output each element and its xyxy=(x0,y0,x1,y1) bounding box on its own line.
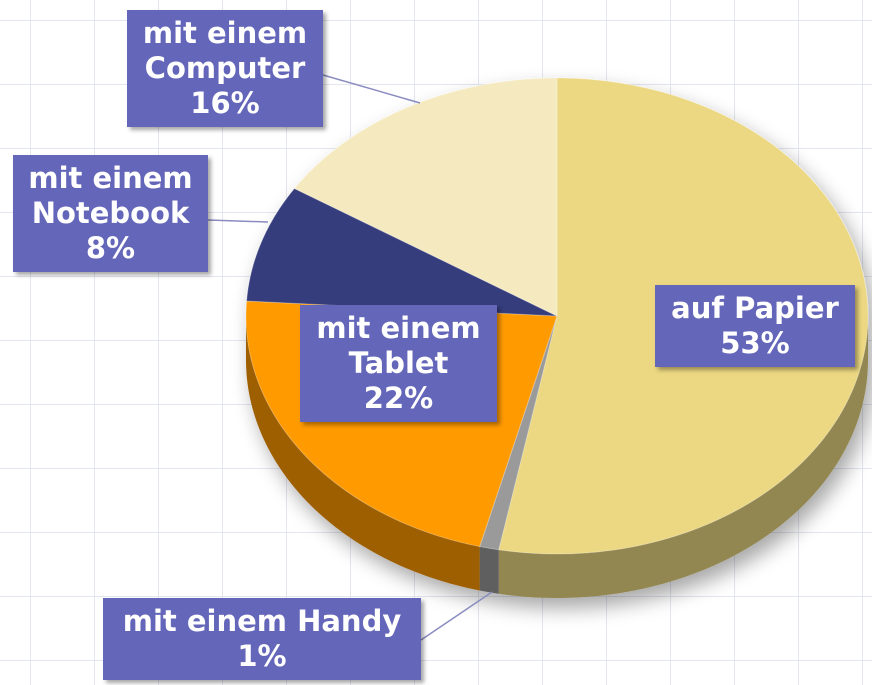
label-category: mit einem Handy xyxy=(122,604,402,638)
label-category: mit einem Tablet xyxy=(316,311,481,380)
data-label: mit einem Handy 1% xyxy=(103,598,421,680)
data-label: auf Papier 53% xyxy=(655,285,855,367)
data-label: mit einem Notebook 8% xyxy=(13,155,208,272)
label-value: 8% xyxy=(85,231,136,265)
pie-slice xyxy=(246,187,558,317)
data-label: mit einem Tablet 22% xyxy=(300,305,497,422)
label-value: 22% xyxy=(363,381,434,415)
pie-slice xyxy=(293,77,558,317)
label-value: 53% xyxy=(720,326,790,360)
label-value: 16% xyxy=(190,86,260,120)
pie-slice-side xyxy=(246,316,480,591)
label-value: 1% xyxy=(237,639,287,673)
data-label: mit einem Computer 16% xyxy=(127,10,323,127)
leader-line xyxy=(322,74,421,104)
label-category: mit einem Computer xyxy=(142,16,308,85)
leader-line xyxy=(420,591,493,641)
label-category: mit einem Notebook xyxy=(28,161,193,230)
pie-slice-side xyxy=(479,546,499,594)
pie-slice-side xyxy=(498,316,868,598)
label-category: auf Papier xyxy=(671,291,839,325)
leader-line xyxy=(207,219,269,223)
